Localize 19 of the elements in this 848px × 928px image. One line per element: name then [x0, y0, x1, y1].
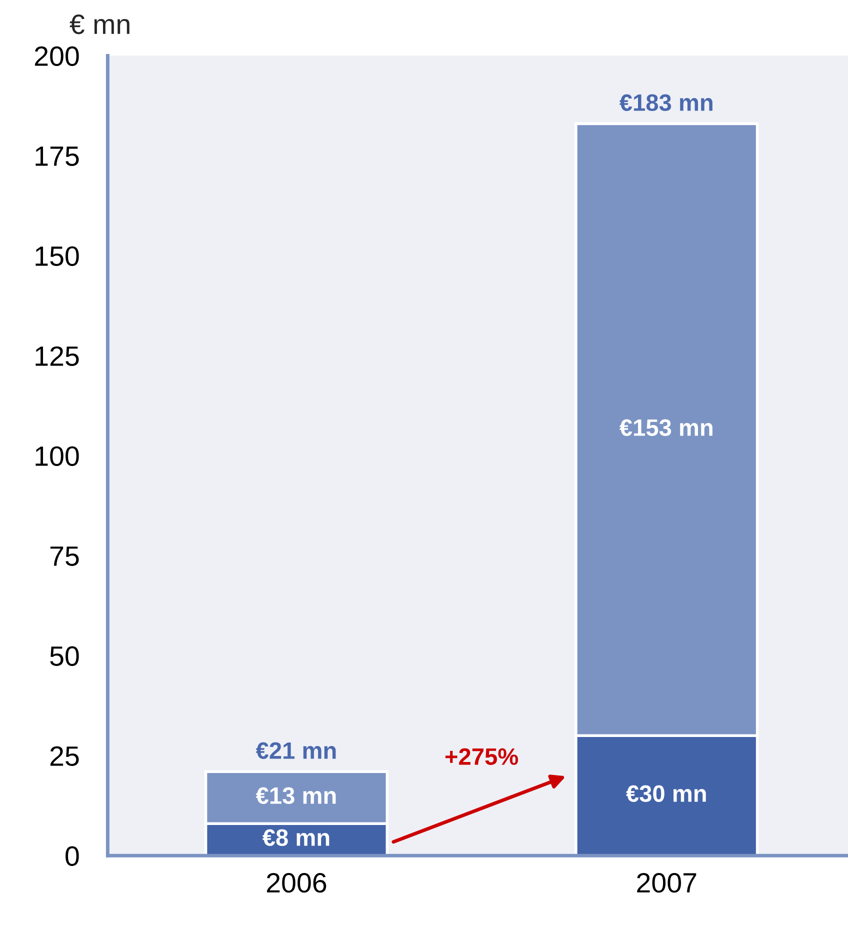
y-tick-label: 100: [36, 446, 79, 466]
annotation: +275%: [445, 748, 518, 765]
data-label: €30 mn: [626, 785, 706, 802]
x-tick-label: 2007: [637, 873, 696, 893]
y-tick-label: 125: [36, 346, 79, 366]
data-label: €153 mn: [619, 419, 712, 436]
total-label: €183 mn: [619, 94, 712, 112]
total-label: €21 mn: [256, 742, 336, 759]
x-tick-label: 2006: [266, 873, 326, 893]
y-tick-label: 25: [50, 746, 79, 766]
y-tick-label: 175: [36, 146, 79, 166]
y-axis-title: € mn: [70, 14, 130, 34]
data-label: €13 mn: [256, 787, 336, 804]
data-label: €8 mn: [262, 829, 330, 846]
y-tick-label: 150: [36, 246, 79, 266]
y-tick-label: 75: [50, 546, 79, 566]
y-tick-label: 200: [34, 46, 79, 66]
y-tick-label: 0: [66, 846, 79, 866]
y-tick-label: 50: [50, 646, 79, 666]
